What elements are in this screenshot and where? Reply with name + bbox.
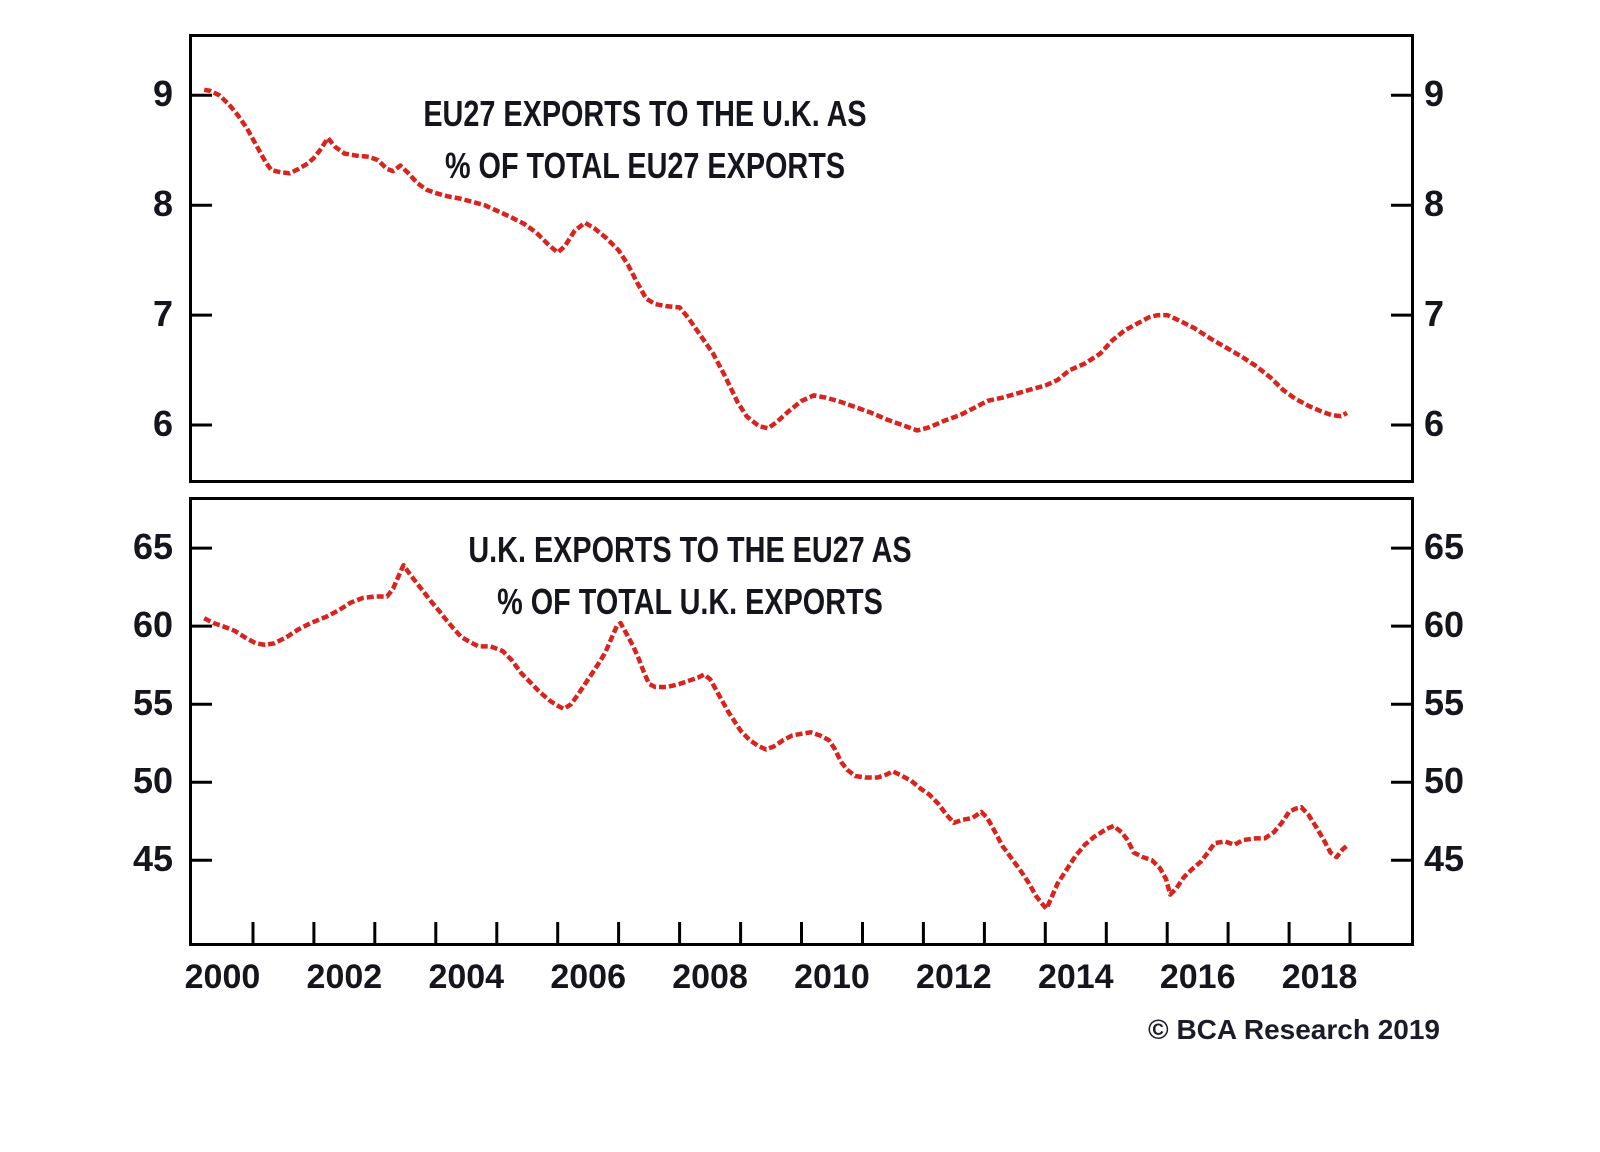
plot-area-0 bbox=[192, 87, 1411, 433]
x-axis-label-2012: 2012 bbox=[916, 958, 992, 996]
y-axis-label-left: 6 bbox=[152, 403, 173, 445]
bottom-chart-title: U.K. EXPORTS TO THE EU27 AS % OF TOTAL U… bbox=[386, 524, 994, 628]
bottom-chart-panel bbox=[189, 497, 1414, 946]
y-axis-label-left: 9 bbox=[152, 73, 173, 115]
top-chart-title-line-1: EU27 EXPORTS TO THE U.K. AS bbox=[423, 93, 867, 134]
y-axis-label-left: 7 bbox=[152, 293, 173, 335]
x-axis-label-2004: 2004 bbox=[428, 958, 505, 996]
y-axis-label-left: 65 bbox=[132, 526, 173, 568]
x-axis-label-2016: 2016 bbox=[1159, 958, 1236, 996]
y-axis-label-right: 9 bbox=[1424, 73, 1445, 115]
top-chart-panel bbox=[189, 34, 1414, 483]
bottom-chart-title-line-1: U.K. EXPORTS TO THE EU27 AS bbox=[468, 529, 912, 570]
x-axis-label-2018: 2018 bbox=[1281, 958, 1358, 996]
x-axis-label-2006: 2006 bbox=[550, 958, 626, 996]
x-axis-label-2000: 2000 bbox=[184, 958, 261, 996]
y-axis-label-right: 65 bbox=[1424, 526, 1465, 568]
bottom-chart-title-line-2: % OF TOTAL U.K. EXPORTS bbox=[497, 581, 883, 622]
uk-exports-to-eu27-share-line bbox=[203, 562, 1350, 911]
eu27-exports-to-uk-share-line bbox=[203, 87, 1349, 433]
y-axis-label-left: 55 bbox=[132, 682, 173, 724]
x-axis-label-2002: 2002 bbox=[306, 958, 383, 996]
y-axis-label-left: 8 bbox=[152, 183, 173, 225]
y-axis-label-left: 60 bbox=[132, 604, 173, 646]
y-axis-label-right: 7 bbox=[1424, 293, 1445, 335]
y-axis-label-right: 6 bbox=[1424, 403, 1445, 445]
copyright-text: © BCA Research 2019 bbox=[1148, 1014, 1440, 1045]
x-axis-label-2010: 2010 bbox=[794, 958, 870, 996]
y-axis-label-right: 8 bbox=[1424, 183, 1445, 225]
x-axis-label-2008: 2008 bbox=[672, 958, 748, 996]
y-axis-label-left: 45 bbox=[132, 838, 173, 880]
y-axis-label-right: 45 bbox=[1424, 838, 1465, 880]
y-axis-label-right: 60 bbox=[1424, 604, 1465, 646]
top-chart-title: EU27 EXPORTS TO THE U.K. AS % OF TOTAL E… bbox=[341, 88, 949, 192]
top-chart-title-line-2: % OF TOTAL EU27 EXPORTS bbox=[444, 145, 846, 186]
plot-area-1 bbox=[192, 546, 1411, 943]
x-axis-label-2014: 2014 bbox=[1037, 958, 1114, 996]
y-axis-label-left: 50 bbox=[132, 760, 173, 802]
y-axis-label-right: 55 bbox=[1424, 682, 1465, 724]
y-axis-label-right: 50 bbox=[1424, 760, 1465, 802]
